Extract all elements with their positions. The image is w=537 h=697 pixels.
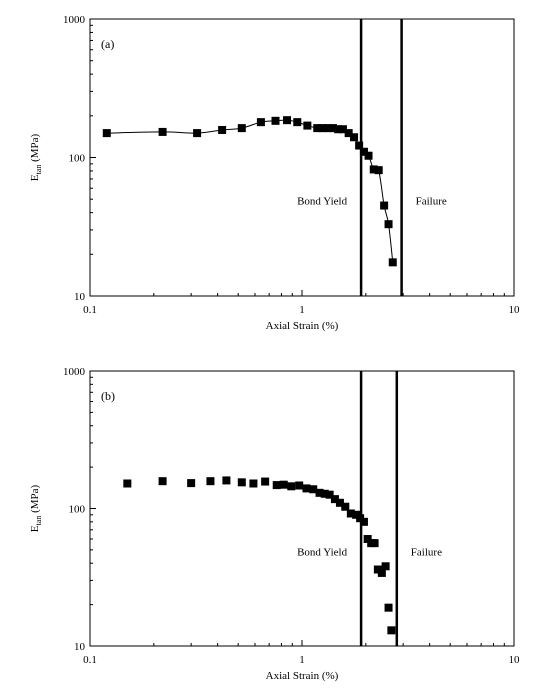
data-point [206, 477, 215, 486]
fit-line [106, 119, 394, 263]
failure-label: Failure [416, 196, 447, 208]
data-point [384, 220, 393, 229]
data-point [309, 485, 318, 494]
data-point [359, 517, 368, 526]
data-point [377, 568, 386, 577]
data-point [359, 147, 368, 156]
data-point [323, 124, 332, 133]
y-tick-label: 100 [69, 504, 86, 516]
data-point [369, 165, 378, 174]
data-point [237, 124, 246, 133]
data-point [237, 478, 246, 487]
failure-label: Failure [411, 546, 442, 558]
data-point [320, 489, 329, 498]
data-point [279, 480, 288, 489]
data-point [295, 481, 304, 490]
data-point [388, 258, 397, 267]
data-point [283, 116, 292, 125]
data-point [222, 476, 231, 485]
data-point [370, 539, 379, 548]
data-point [261, 477, 270, 486]
x-tick-label: 0.1 [83, 654, 97, 666]
x-axis-label: Axial Strain (%) [266, 670, 339, 682]
bond-yield-label: Bond Yield [297, 196, 348, 208]
data-point [352, 510, 361, 519]
data-point [272, 481, 281, 490]
data-point [256, 118, 265, 127]
data-point [325, 490, 334, 499]
data-point [271, 116, 280, 125]
data-point [318, 124, 327, 133]
data-point [302, 484, 311, 493]
x-tick-label: 0.1 [83, 304, 97, 316]
data-point [355, 141, 364, 150]
data-point [384, 603, 393, 612]
x-tick-label: 10 [509, 654, 521, 666]
panel-label: (a) [101, 37, 114, 51]
data-point [387, 626, 396, 635]
data-point [350, 133, 359, 142]
y-tick-label: 10 [74, 291, 86, 303]
data-point [335, 498, 344, 507]
data-point [193, 129, 202, 138]
x-tick-label: 1 [299, 654, 305, 666]
data-point [363, 535, 372, 544]
plot-frame [89, 18, 515, 297]
data-point [330, 495, 339, 504]
data-point [249, 479, 258, 488]
x-tick-label: 10 [509, 304, 521, 316]
data-point [344, 129, 353, 138]
chart-panel-b: 0.1 1 10 10 100 1000 Axial Strain (%) Etan (MPa… [29, 366, 520, 682]
y-tick-label: 1000 [63, 366, 86, 378]
data-point [293, 118, 302, 127]
data-point [218, 125, 227, 134]
y-tick-label: 100 [69, 153, 86, 165]
y-tick-label: 1000 [63, 14, 86, 26]
data-point [381, 562, 390, 571]
data-point [303, 121, 312, 130]
data-point [341, 502, 350, 511]
data-point [315, 488, 324, 497]
panel-label: (b) [101, 389, 115, 403]
data-point [328, 124, 337, 133]
x-axis-label: Axial Strain (%) [266, 320, 339, 332]
data-point [187, 479, 196, 488]
y-axis-label: Etan (MPa) [29, 484, 43, 532]
data-point [287, 482, 296, 491]
data-point [158, 477, 167, 486]
data-point [313, 124, 322, 133]
data-point [158, 127, 167, 136]
plot-frame [89, 370, 515, 647]
data-point [102, 129, 111, 138]
bond-yield-label: Bond Yield [297, 546, 348, 558]
x-tick-label: 1 [299, 304, 305, 316]
data-point [380, 201, 389, 210]
chart-panel-a: 0.1 1 10 10 100 1000 Axial Strain (%) Etan (MPa… [29, 14, 520, 332]
y-tick-label: 10 [74, 641, 86, 653]
data-point [338, 125, 347, 134]
data-point [374, 166, 383, 175]
y-axis-label: Etan (MPa) [29, 133, 43, 181]
data-point [334, 125, 343, 134]
data-point [346, 509, 355, 518]
data-point [123, 479, 132, 488]
data-point [364, 151, 373, 160]
